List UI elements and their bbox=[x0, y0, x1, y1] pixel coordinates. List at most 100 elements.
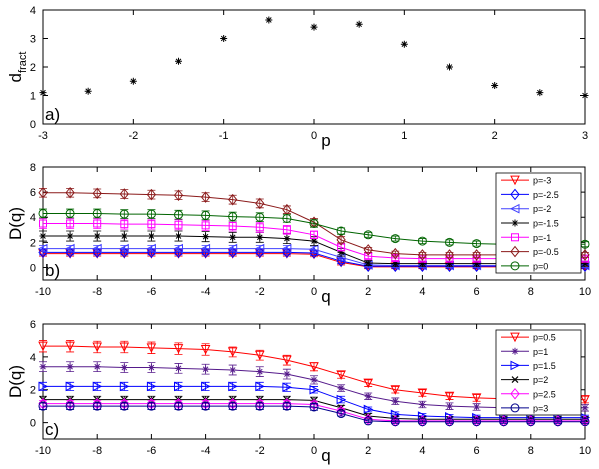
x-tick-label: -6 bbox=[147, 286, 157, 298]
data-point bbox=[282, 355, 292, 366]
legend-entry-label: p=2 bbox=[533, 375, 548, 385]
series-line bbox=[43, 223, 585, 260]
data-point bbox=[120, 220, 129, 229]
data-point bbox=[93, 232, 101, 240]
data-point bbox=[92, 187, 102, 200]
y-tick-label: 6 bbox=[30, 187, 36, 199]
data-point bbox=[229, 233, 237, 241]
y-tick-label: 2 bbox=[30, 237, 36, 249]
data-point bbox=[255, 246, 265, 259]
data-point bbox=[254, 243, 265, 254]
data-point bbox=[146, 209, 156, 219]
x-tick-label: 0 bbox=[311, 130, 317, 142]
data-point bbox=[309, 219, 319, 228]
data-point bbox=[580, 249, 590, 261]
data-point bbox=[446, 63, 453, 71]
x-tick-label: 2 bbox=[365, 286, 371, 298]
data-point bbox=[446, 260, 453, 268]
data-point bbox=[581, 404, 589, 412]
data-point bbox=[175, 364, 182, 372]
data-point bbox=[491, 82, 499, 90]
panel-label: c) bbox=[45, 420, 59, 439]
data-point bbox=[391, 260, 399, 268]
data-point bbox=[281, 243, 292, 254]
data-point bbox=[92, 342, 103, 353]
data-point bbox=[38, 381, 49, 392]
data-point bbox=[220, 35, 228, 42]
data-point bbox=[256, 233, 264, 241]
data-point bbox=[38, 186, 48, 199]
data-point bbox=[64, 243, 75, 254]
data-point bbox=[65, 401, 75, 411]
data-point bbox=[445, 237, 454, 247]
legend-entry-label: p=2.5 bbox=[533, 389, 556, 399]
data-point bbox=[120, 232, 128, 240]
legend-entry-label: p=0 bbox=[533, 261, 548, 271]
legend-entry-label: p=-2.5 bbox=[533, 190, 559, 200]
data-point bbox=[39, 89, 47, 97]
data-point bbox=[390, 247, 400, 260]
y-axis-label: dfract bbox=[6, 52, 29, 83]
y-tick-label: 8 bbox=[30, 162, 36, 174]
x-axis-label: q bbox=[321, 446, 330, 465]
data-point bbox=[471, 393, 482, 404]
data-point bbox=[472, 417, 482, 427]
legend-marker bbox=[510, 387, 520, 400]
data-point bbox=[38, 401, 48, 411]
data-point bbox=[363, 416, 373, 426]
data-point bbox=[336, 370, 346, 381]
data-point bbox=[65, 381, 76, 392]
data-point bbox=[363, 378, 374, 389]
x-tick-label: 8 bbox=[528, 445, 534, 457]
data-point bbox=[66, 232, 74, 240]
legend-marker bbox=[510, 261, 520, 271]
data-point bbox=[309, 362, 319, 372]
data-point bbox=[174, 381, 184, 392]
data-point bbox=[418, 401, 426, 408]
data-point bbox=[337, 384, 345, 392]
data-point bbox=[283, 370, 291, 378]
data-point bbox=[66, 219, 75, 228]
series-p=0.5 bbox=[38, 340, 590, 405]
data-point bbox=[200, 243, 211, 254]
data-point bbox=[473, 260, 481, 268]
data-point bbox=[255, 197, 265, 210]
data-point bbox=[309, 384, 320, 395]
data-point bbox=[336, 409, 346, 419]
y-axis-label: D(q) bbox=[6, 207, 25, 240]
data-point bbox=[147, 220, 156, 229]
y-tick-label: 2 bbox=[30, 385, 36, 397]
data-point bbox=[229, 366, 237, 374]
legend-entry-label: p=3 bbox=[533, 403, 548, 413]
data-point bbox=[581, 260, 589, 268]
data-point bbox=[417, 388, 428, 399]
data-point bbox=[201, 401, 211, 411]
data-point bbox=[119, 381, 130, 392]
data-point bbox=[355, 20, 363, 28]
data-point bbox=[119, 401, 129, 411]
data-point bbox=[363, 404, 374, 415]
x-tick-label: 10 bbox=[579, 286, 591, 298]
series-line bbox=[43, 405, 585, 423]
data-point bbox=[228, 222, 237, 231]
data-point bbox=[471, 249, 482, 261]
x-axis-label: q bbox=[321, 287, 330, 306]
data-point bbox=[39, 232, 47, 240]
x-tick-label: -8 bbox=[92, 445, 102, 457]
x-tick-label: 4 bbox=[419, 286, 425, 298]
data-point bbox=[499, 417, 509, 427]
legend: p=0.5 p=1 p=1.5 p=2 p=2.5 p=3 bbox=[495, 329, 582, 416]
x-tick-label: -10 bbox=[35, 445, 51, 457]
data-point bbox=[473, 403, 481, 411]
data-point bbox=[553, 417, 563, 427]
legend-entry-label: p=-3 bbox=[533, 176, 551, 186]
data-point bbox=[173, 243, 183, 254]
x-tick-label: 0 bbox=[311, 286, 317, 298]
legend-entry-label: p=1 bbox=[533, 347, 548, 357]
data-point bbox=[255, 381, 265, 392]
data-point bbox=[282, 225, 291, 234]
data-point bbox=[364, 259, 372, 267]
data-point bbox=[147, 364, 155, 372]
data-point bbox=[391, 397, 399, 405]
y-tick-label: 0 bbox=[30, 262, 36, 274]
